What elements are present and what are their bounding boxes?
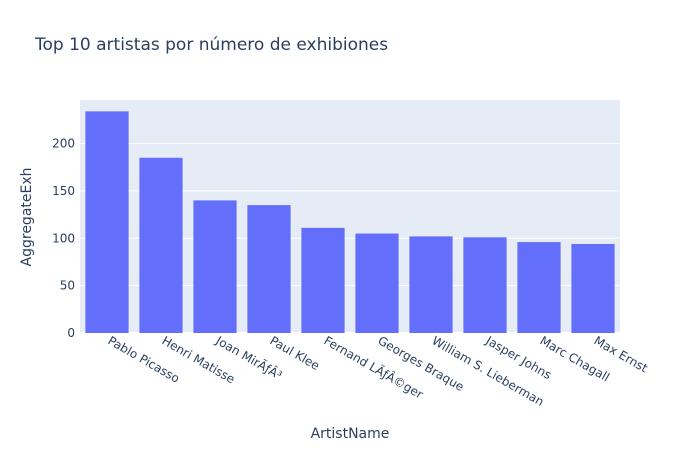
bar	[571, 243, 615, 333]
chart-title: Top 10 artistas por número de exhibiones	[34, 35, 388, 55]
bar	[517, 242, 561, 333]
bar	[139, 157, 183, 333]
bar	[193, 200, 237, 333]
y-tick-label: 50	[60, 279, 75, 293]
x-tick-label: Fernand LÃƒÂ©ger	[322, 333, 426, 402]
bar	[409, 236, 453, 333]
bar	[355, 233, 399, 333]
x-axis-title: ArtistName	[311, 426, 390, 442]
y-axis-title: AggregateExh	[19, 168, 35, 267]
y-tick-label: 150	[52, 184, 75, 198]
y-tick-label: 200	[52, 137, 75, 151]
bar	[85, 111, 129, 334]
bar	[463, 237, 507, 333]
bar	[247, 205, 291, 333]
y-tick-label: 100	[52, 231, 75, 245]
y-axis-ticks: 0 50 100 150 200	[52, 137, 75, 340]
bar	[301, 227, 345, 333]
y-tick-label: 0	[67, 326, 75, 340]
bars	[85, 111, 615, 334]
